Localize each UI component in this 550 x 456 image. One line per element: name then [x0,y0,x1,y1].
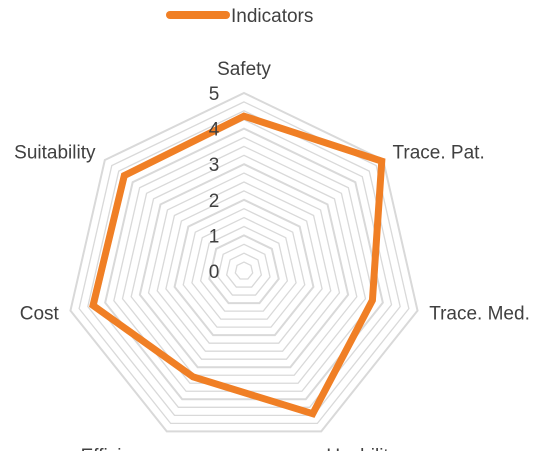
category-label: Suitability [14,143,96,164]
r-tick-label: 1 [209,226,220,247]
grid-ring [147,172,341,360]
r-tick-label: 4 [209,120,220,141]
category-label: Trace. Med. [429,303,530,324]
grid-ring [121,145,367,384]
r-tick-label: 3 [209,155,220,176]
grid-ring [191,216,297,320]
grid-ring [208,234,280,305]
grid-ring [69,91,419,433]
grid-ring [217,243,271,296]
category-label: Trace. Pat. [393,143,485,164]
grid-ring [165,190,323,344]
category-label: Efficiency [81,446,162,451]
grid-ring [199,225,289,312]
grid-ring [138,163,350,369]
legend: Indicators [166,6,313,27]
category-label: Cost [20,303,60,324]
radar-labels: 0 1 2 3 4 5 Safety Trace. Pat. Trace. Med. Usabil… [14,59,530,456]
grid-ring [130,154,358,376]
grid-ring [156,181,332,352]
grid-ring [95,118,393,408]
grid-ring [87,110,401,416]
grid-ring [225,252,263,288]
r-tick-label: 0 [209,262,220,283]
grid-ring [182,207,306,328]
grid-ring [113,136,375,392]
legend-label: Indicators [231,6,313,27]
radar-grid [69,91,419,433]
r-tick-label: 2 [209,191,220,212]
category-label: Usability [326,446,398,451]
grid-ring [173,198,315,337]
radar-series [89,112,386,418]
series-line [89,112,386,418]
category-label: Safety [217,59,271,80]
grid-ring [234,261,254,280]
r-tick-label: 5 [209,84,220,105]
grid-ring [104,127,384,401]
